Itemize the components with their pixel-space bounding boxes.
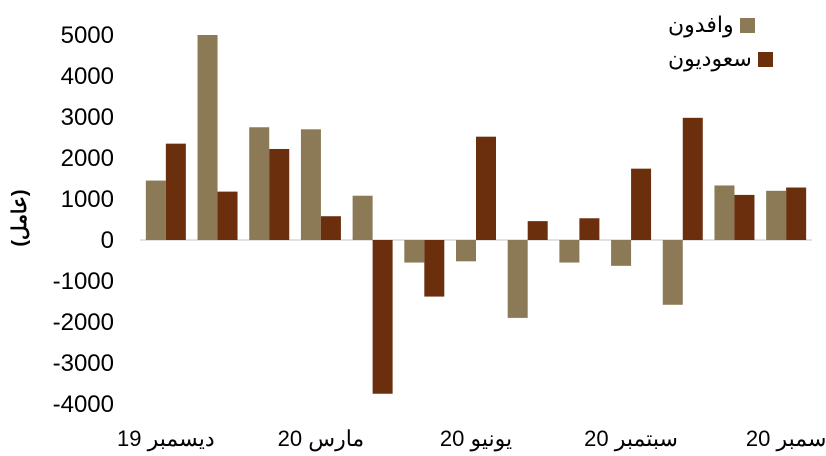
y-tick-label: 3000 <box>61 104 114 131</box>
bar-expatriates <box>559 240 580 263</box>
y-tick-label: -4000 <box>53 391 114 418</box>
bar-expatriates <box>662 240 683 305</box>
legend-swatch-saudis <box>757 51 773 67</box>
bar-expatriates <box>456 240 476 262</box>
legend-label-expatriates: وافدون <box>668 12 734 38</box>
bar-saudis <box>786 187 807 240</box>
bar-saudis <box>372 240 393 394</box>
bar-saudis <box>631 168 652 240</box>
x-tick-label: يونيو 20 <box>440 426 512 452</box>
bar-expatriates <box>145 180 166 240</box>
legend: وافدون سعوديون <box>668 8 818 76</box>
bar-saudis <box>579 218 600 240</box>
x-tick-label: سبتمبر 20 <box>584 426 678 452</box>
y-tick-label: 5000 <box>61 22 114 49</box>
bar-expatriates <box>611 240 632 266</box>
y-tick-label: -3000 <box>53 350 114 377</box>
y-tick-label: -2000 <box>53 309 114 336</box>
legend-swatch-expatriates <box>739 17 755 33</box>
bar-saudis <box>476 136 496 240</box>
y-axis-label: (عامل) <box>9 189 31 246</box>
legend-item-expatriates: وافدون <box>668 8 818 42</box>
bar-saudis <box>734 194 755 240</box>
bar-saudis <box>217 191 238 240</box>
bars-group <box>145 35 807 394</box>
legend-item-saudis: سعوديون <box>668 42 818 76</box>
bar-saudis <box>682 117 703 240</box>
y-tick-label: 1000 <box>61 186 114 213</box>
bar-expatriates <box>714 185 735 240</box>
bar-expatriates <box>507 240 528 318</box>
y-tick-label: 2000 <box>61 145 114 172</box>
x-axis-tick-labels: ديسمبر 19 مارس 20 يونيو 20 سبتمبر 20 سمبر 20 <box>117 426 826 452</box>
legend-label-saudis: سعوديون <box>668 46 752 72</box>
y-tick-label: 0 <box>101 227 114 254</box>
bar-expatriates <box>197 35 218 240</box>
bar-expatriates <box>352 195 373 240</box>
x-tick-label: مارس 20 <box>278 426 365 452</box>
bar-saudis <box>424 240 445 297</box>
bar-expatriates <box>249 127 270 240</box>
y-axis-tick-labels: 5000 4000 3000 2000 1000 0 -1000 -2000 -3000 -400… <box>53 22 114 418</box>
x-tick-label: سمبر 20 <box>746 426 826 452</box>
bar-expatriates <box>300 129 321 240</box>
y-tick-label: -1000 <box>53 268 114 295</box>
bar-expatriates <box>404 240 425 263</box>
bar-saudis <box>269 148 290 240</box>
bar-saudis <box>320 216 341 240</box>
bar-saudis <box>165 143 186 240</box>
bar-expatriates <box>766 190 787 240</box>
bar-saudis <box>527 221 548 240</box>
x-tick-label: ديسمبر 19 <box>117 426 215 452</box>
y-tick-label: 4000 <box>61 63 114 90</box>
